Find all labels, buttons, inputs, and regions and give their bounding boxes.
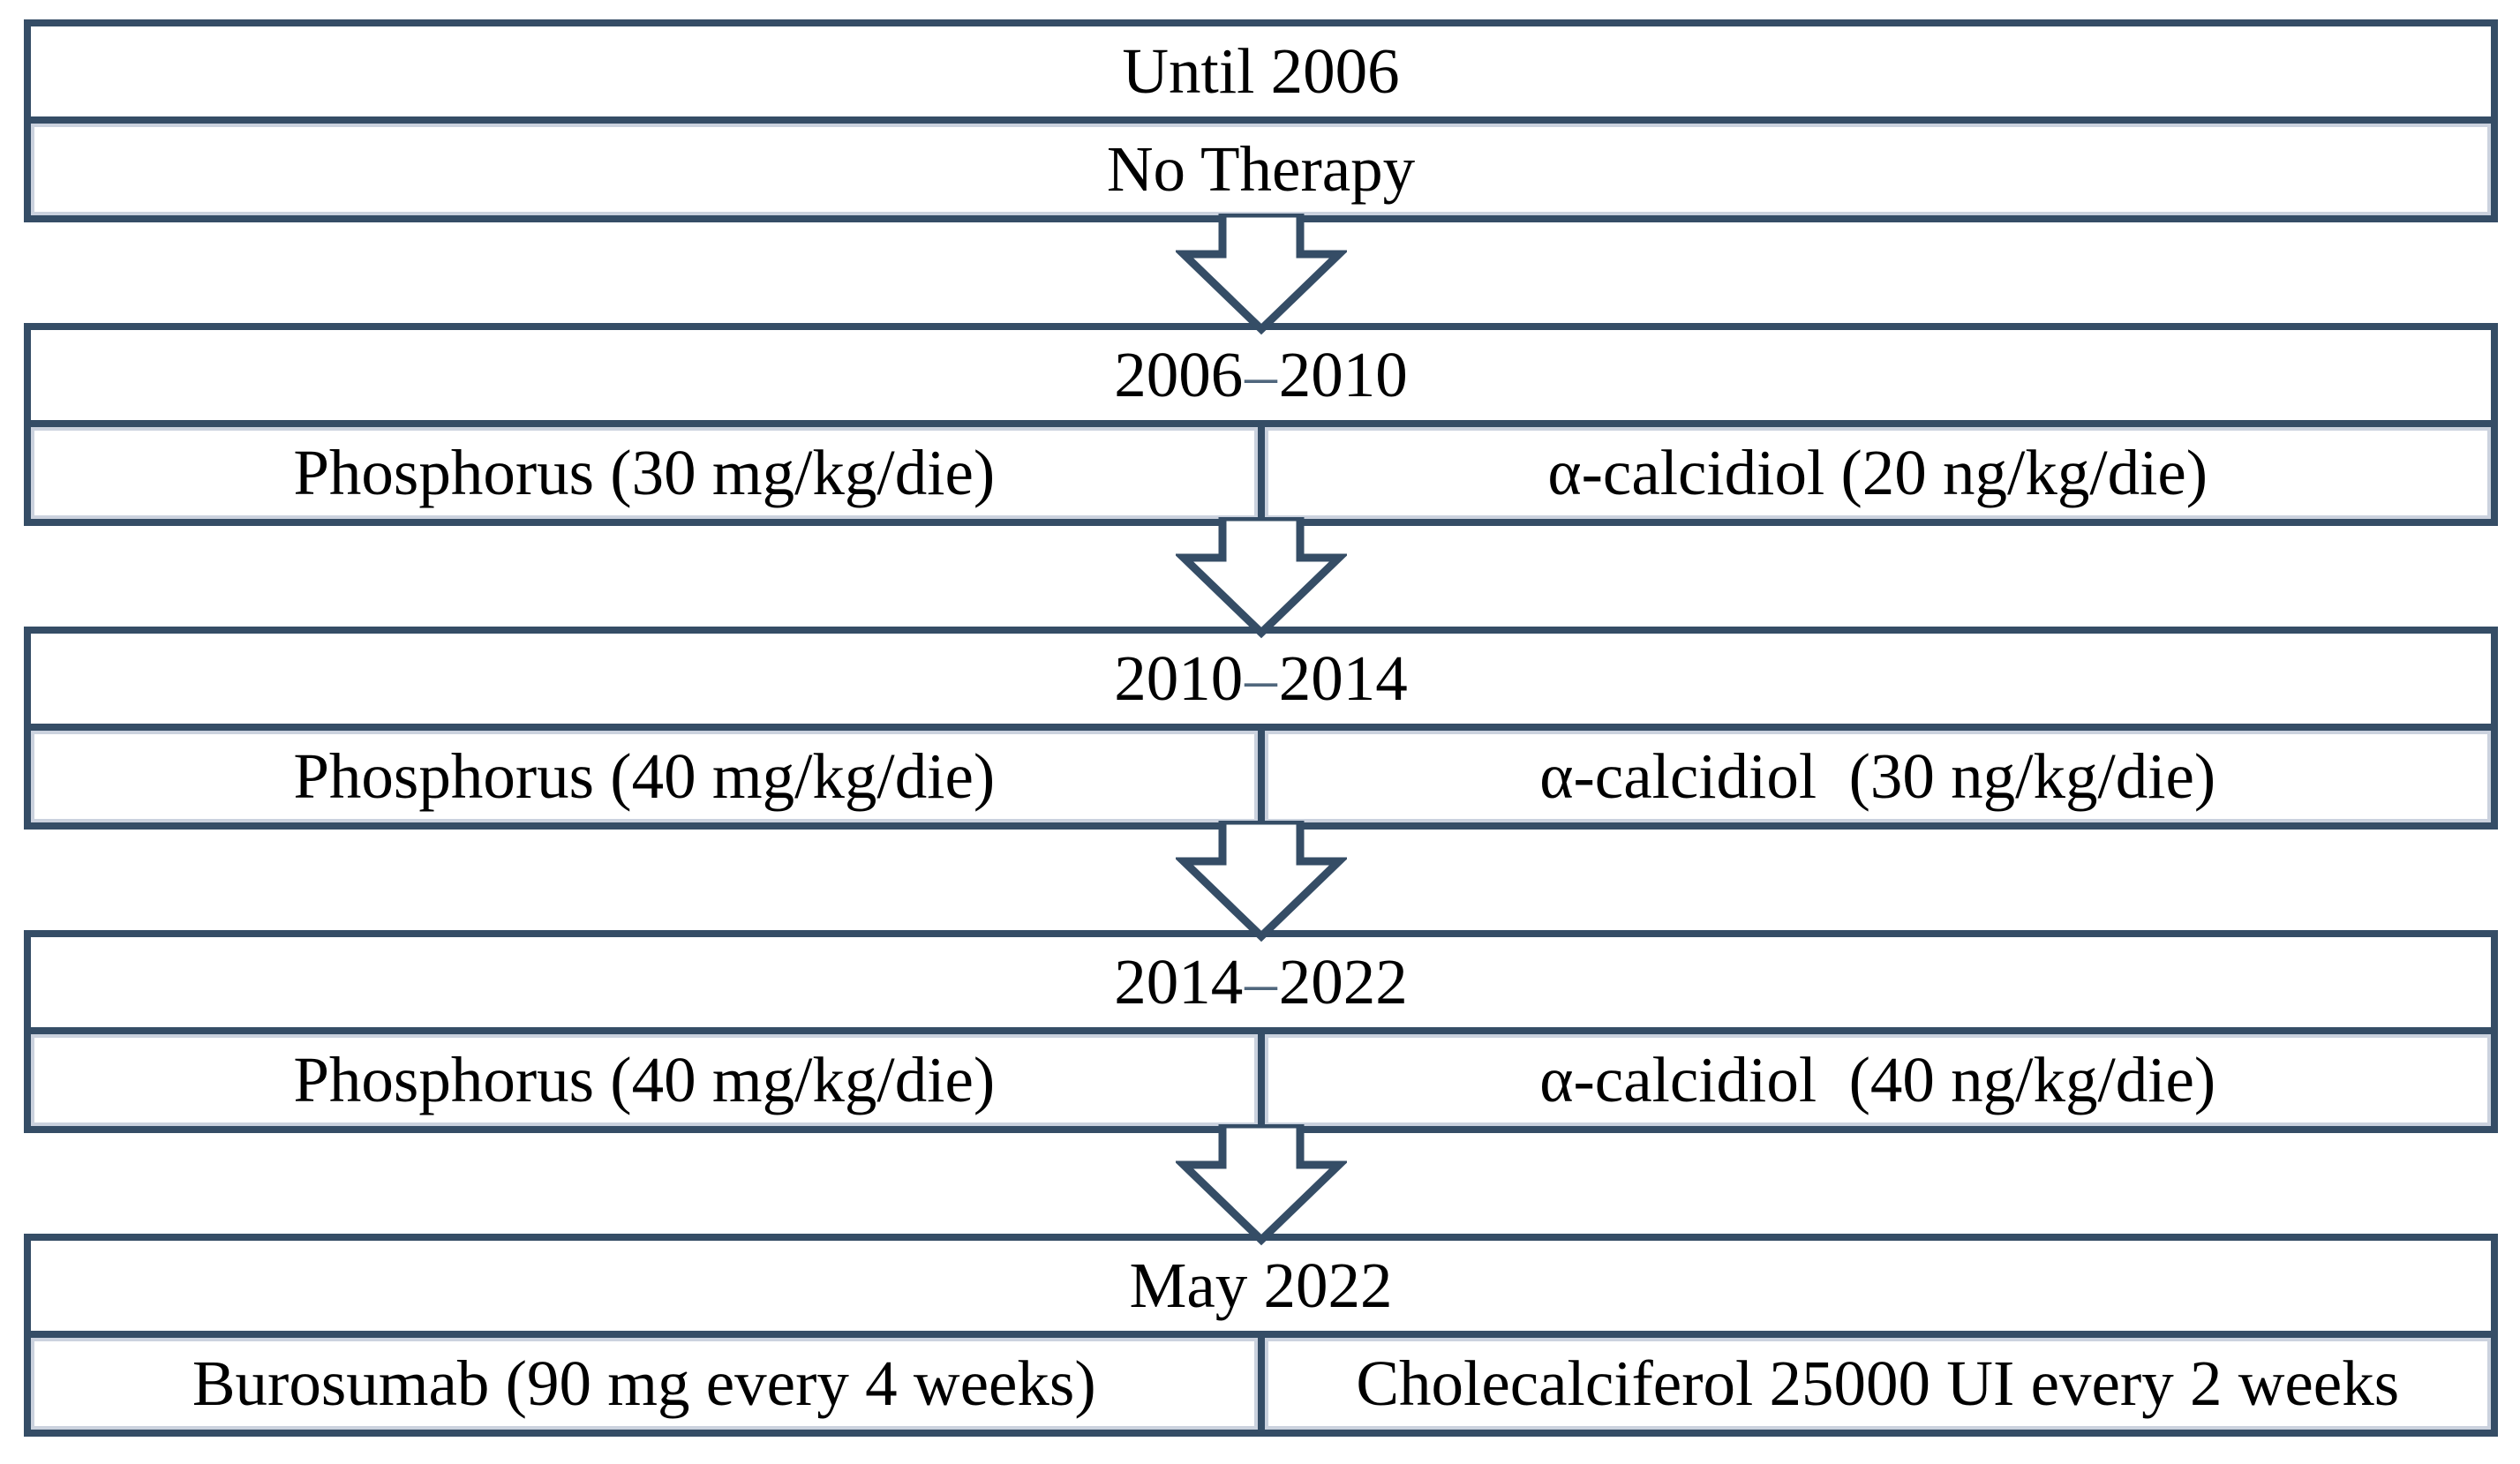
stage-period-header: May 2022: [31, 1241, 2491, 1338]
therapy-cell-left: Phosphorus (40 mg/kg/die): [31, 1034, 1258, 1126]
therapy-cell-right: α-calcidiol (20 ng/kg/die): [1257, 427, 2492, 519]
period-end: 2010: [1278, 339, 1408, 410]
stage-2006-2010: 2006–2010 Phosphorus (30 mg/kg/die) α-ca…: [24, 323, 2498, 526]
therapy-cell-right: α-calcidiol (40 ng/kg/die): [1257, 1034, 2492, 1126]
down-arrow-icon: [1175, 517, 1347, 639]
period-dash: –: [1245, 946, 1277, 1017]
down-arrow-icon: [1175, 214, 1347, 335]
therapy-row: No Therapy: [31, 124, 2491, 215]
period-end: 2014: [1278, 642, 1408, 714]
therapy-row: Phosphorus (30 mg/kg/die) α-calcidiol (2…: [31, 427, 2491, 519]
period-dash: –: [1245, 339, 1277, 410]
down-arrow-icon: [1175, 1124, 1347, 1246]
therapy-cell-left: Burosumab (90 mg every 4 weeks): [31, 1338, 1258, 1430]
therapy-row: Phosphorus (40 mg/kg/die) α-calcidiol (4…: [31, 1034, 2491, 1126]
stage-period-header: 2014–2022: [31, 937, 2491, 1034]
period-dash: –: [1245, 642, 1277, 714]
therapy-cell-left: Phosphorus (30 mg/kg/die): [31, 427, 1258, 519]
period-label: Until 2006: [1122, 35, 1400, 107]
stage-2014-2022: 2014–2022 Phosphorus (40 mg/kg/die) α-ca…: [24, 930, 2498, 1133]
period-start: 2010: [1114, 642, 1244, 714]
period-end: 2022: [1278, 946, 1408, 1017]
down-arrow-icon: [1175, 821, 1347, 942]
therapy-cell-left: Phosphorus (40 mg/kg/die): [31, 731, 1258, 822]
therapy-cell-full: No Therapy: [31, 124, 2491, 215]
period-start: 2006: [1114, 339, 1244, 410]
down-arrow: [24, 214, 2498, 335]
stage-period-header: Until 2006: [31, 26, 2491, 124]
treatment-timeline-diagram: Until 2006 No Therapy 2006–2010 Phosphor…: [24, 19, 2498, 1437]
therapy-row: Burosumab (90 mg every 4 weeks) Cholecal…: [31, 1338, 2491, 1430]
period-label: May 2022: [1129, 1250, 1393, 1321]
down-arrow: [24, 517, 2498, 639]
stage-2010-2014: 2010–2014 Phosphorus (40 mg/kg/die) α-ca…: [24, 627, 2498, 830]
stage-may-2022: May 2022 Burosumab (90 mg every 4 weeks)…: [24, 1234, 2498, 1437]
down-arrow: [24, 821, 2498, 942]
period-start: 2014: [1114, 946, 1244, 1017]
down-arrow: [24, 1124, 2498, 1246]
stage-period-header: 2010–2014: [31, 634, 2491, 731]
stage-period-header: 2006–2010: [31, 330, 2491, 427]
therapy-cell-right: α-calcidiol (30 ng/kg/die): [1257, 731, 2492, 822]
therapy-cell-right: Cholecalciferol 25000 UI every 2 weeks: [1257, 1338, 2492, 1430]
stage-until-2006: Until 2006 No Therapy: [24, 19, 2498, 222]
therapy-row: Phosphorus (40 mg/kg/die) α-calcidiol (3…: [31, 731, 2491, 822]
